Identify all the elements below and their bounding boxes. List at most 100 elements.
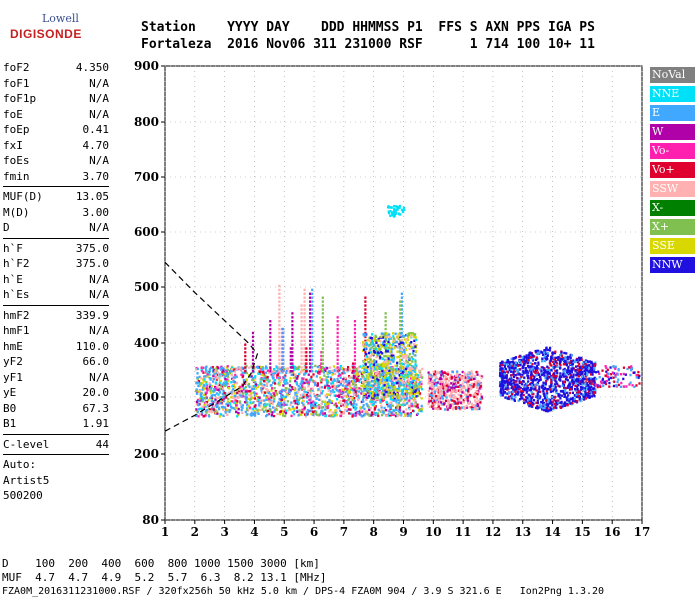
echo-point — [476, 393, 479, 396]
echo-point — [437, 405, 440, 408]
echo-point — [370, 411, 374, 414]
param-row: yF1 N/A — [3, 370, 109, 386]
echo-point — [290, 385, 294, 389]
echo-point — [439, 371, 442, 374]
echo-point — [261, 373, 264, 377]
echo-point — [218, 415, 221, 418]
echo-point — [245, 390, 248, 393]
echo-point — [366, 391, 370, 394]
echo-point — [245, 381, 248, 384]
echo-point — [394, 412, 398, 415]
echo-point — [367, 394, 370, 398]
echo-point — [399, 316, 402, 319]
echo-point — [228, 387, 231, 390]
echo-point — [294, 391, 297, 395]
echo-point — [530, 373, 533, 376]
echo-point — [321, 300, 324, 303]
echo-point — [587, 380, 590, 383]
echo-point — [321, 378, 324, 381]
echo-point — [278, 312, 281, 315]
echo-point — [406, 361, 409, 364]
param-value: 4.70 — [82, 138, 110, 152]
echo-point — [384, 337, 387, 341]
echo-point — [316, 384, 319, 387]
echo-point — [250, 411, 253, 415]
echo-point — [376, 412, 380, 415]
echo-point — [363, 413, 366, 416]
echo-point — [339, 383, 342, 386]
echo-point — [389, 385, 392, 388]
echo-point — [285, 367, 288, 370]
echo-point — [291, 362, 294, 365]
echo-point — [314, 401, 318, 405]
echo-point — [253, 411, 256, 414]
echo-point — [551, 351, 554, 355]
param-row: yF2 66.0 — [3, 354, 109, 370]
echo-point — [413, 404, 416, 408]
echo-point — [524, 385, 527, 388]
echo-point — [351, 396, 354, 400]
echo-point — [400, 395, 404, 399]
echo-point — [579, 382, 583, 386]
echo-point — [548, 402, 551, 405]
echo-point — [581, 377, 584, 381]
echo-point — [300, 316, 303, 319]
echo-point — [387, 405, 390, 408]
echo-point — [257, 385, 260, 389]
param-key: h`Es — [3, 288, 30, 301]
echo-point — [452, 406, 455, 409]
echo-point — [291, 335, 294, 339]
echo-point — [300, 331, 303, 335]
echo-point — [577, 375, 581, 378]
echo-point — [431, 401, 434, 405]
echo-point — [586, 371, 589, 374]
echo-point — [297, 388, 301, 391]
echo-point — [241, 374, 245, 377]
echo-point — [373, 405, 376, 408]
echo-point — [544, 376, 547, 379]
echo-point — [380, 332, 383, 335]
echo-point — [445, 372, 448, 375]
echo-point — [543, 403, 546, 406]
echo-point — [348, 369, 352, 372]
echo-point — [270, 371, 273, 374]
echo-point — [277, 401, 280, 404]
echo-point — [333, 394, 336, 397]
echo-point — [379, 381, 383, 384]
echo-point — [439, 388, 442, 391]
echo-point — [300, 347, 303, 350]
echo-point — [214, 400, 217, 403]
echo-point — [476, 400, 480, 404]
echo-point — [364, 410, 367, 413]
echo-point — [336, 320, 339, 323]
echo-point — [546, 357, 549, 361]
echo-point — [342, 391, 345, 394]
echo-point — [274, 390, 277, 393]
echo-point — [506, 388, 509, 391]
echo-point — [364, 380, 367, 384]
echo-point — [368, 356, 371, 359]
echo-point — [480, 395, 483, 398]
echo-point — [579, 385, 583, 389]
echo-point — [286, 409, 290, 412]
echo-point — [404, 341, 408, 344]
echo-point — [345, 409, 349, 413]
echo-point — [562, 404, 565, 407]
echo-point — [403, 338, 406, 341]
echo-point — [451, 402, 454, 406]
echo-point — [289, 358, 292, 362]
echo-point — [336, 327, 339, 331]
echo-point — [278, 366, 281, 369]
echo-point — [453, 386, 456, 390]
echo-point — [588, 369, 592, 372]
echo-point — [431, 379, 434, 383]
echo-point — [370, 414, 373, 417]
echo-point — [410, 366, 413, 369]
echo-point — [207, 405, 210, 408]
echo-point — [478, 405, 481, 409]
echo-point — [442, 387, 445, 390]
echo-point — [297, 385, 300, 388]
echo-point — [477, 390, 480, 393]
echo-point — [377, 393, 381, 396]
echo-point — [541, 359, 544, 363]
